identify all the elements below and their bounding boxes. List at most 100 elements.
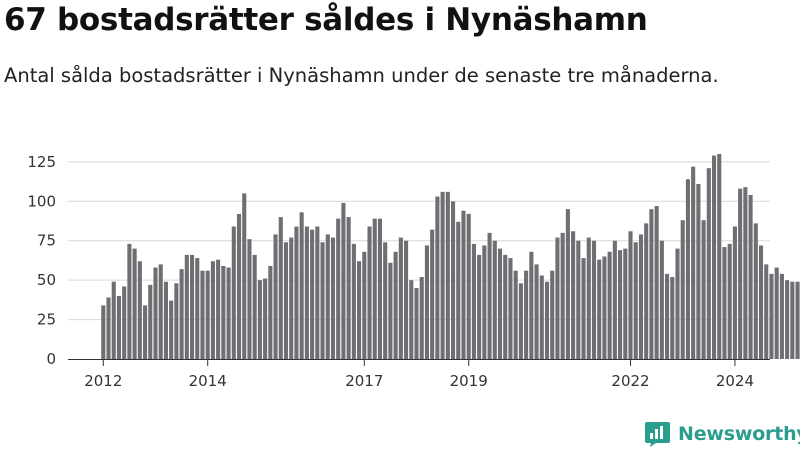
bar (722, 247, 727, 359)
bar (101, 305, 106, 359)
bar (242, 193, 247, 359)
bar (753, 223, 758, 359)
bar (430, 229, 435, 359)
bar (633, 242, 638, 359)
bar (602, 256, 607, 359)
x-tick-label: 2022 (611, 372, 649, 390)
bar (685, 179, 690, 359)
x-tick-label: 2024 (716, 372, 754, 390)
bar (513, 270, 518, 359)
bar (294, 226, 299, 359)
bar (743, 187, 748, 359)
bar (283, 242, 289, 359)
bar (659, 240, 664, 359)
bar (581, 258, 586, 359)
bar (137, 261, 142, 359)
bar (534, 264, 539, 359)
bar (706, 168, 711, 359)
bar (383, 242, 388, 359)
y-tick-label: 125 (27, 153, 56, 171)
brand-logo: Newsworthy (644, 419, 800, 449)
bar (414, 288, 419, 359)
bar (398, 237, 403, 359)
bar (612, 240, 617, 359)
bar (456, 221, 461, 359)
bar (466, 213, 471, 359)
bar (315, 226, 320, 359)
bar (508, 258, 513, 359)
bar (544, 281, 550, 359)
bar (200, 270, 205, 359)
bar (675, 248, 680, 359)
bar (565, 209, 570, 359)
bar (289, 237, 294, 359)
bar (357, 261, 362, 359)
bar (336, 218, 341, 359)
bar (591, 240, 597, 359)
bar (701, 220, 706, 359)
bar (790, 281, 795, 359)
bar (226, 267, 231, 359)
y-axis-ticks: 0 25 50 75 100 125 (27, 153, 56, 368)
bar (163, 281, 168, 359)
bar (461, 210, 466, 359)
y-tick-label: 0 (46, 350, 56, 368)
bars (101, 154, 800, 359)
bar (419, 277, 424, 359)
bar (362, 251, 367, 359)
bar (691, 166, 696, 359)
page-title: 67 bostadsrätter såldes i Nynäshamn (4, 2, 648, 38)
bar (377, 218, 383, 359)
y-tick-label: 100 (27, 192, 56, 210)
bar (471, 243, 476, 359)
bar (247, 239, 252, 359)
bar (404, 240, 409, 359)
bar (560, 232, 565, 359)
bar (221, 265, 226, 359)
bar (571, 231, 576, 359)
bar (278, 217, 283, 359)
bar (738, 188, 743, 359)
bar (477, 254, 482, 359)
bar (195, 258, 200, 359)
bar (623, 248, 628, 359)
x-tick-label: 2017 (345, 372, 383, 390)
bar (487, 232, 492, 359)
bar (116, 295, 122, 359)
bar (586, 237, 591, 359)
bar (304, 226, 309, 359)
bar (618, 250, 623, 359)
bar (492, 240, 497, 359)
bar (273, 234, 278, 359)
bar (482, 245, 487, 359)
bar (628, 231, 633, 359)
bar (670, 277, 675, 359)
bar (122, 286, 127, 359)
bar (785, 280, 790, 359)
bar (497, 248, 503, 359)
bar (257, 280, 262, 359)
bar (184, 254, 189, 359)
bar (143, 305, 148, 359)
bar (711, 155, 717, 359)
x-tick-label: 2012 (84, 372, 122, 390)
bar (445, 191, 450, 359)
bar (550, 270, 555, 359)
y-tick-label: 25 (37, 311, 56, 329)
bar (409, 280, 414, 359)
bar (263, 278, 268, 359)
bar (450, 201, 456, 359)
bar (779, 273, 784, 359)
bar (597, 259, 602, 359)
newsworthy-logo-icon (645, 421, 670, 447)
y-tick-label: 50 (37, 271, 56, 289)
bar (539, 275, 544, 359)
bar (644, 223, 649, 359)
x-tick-label: 2019 (450, 372, 488, 390)
bar (231, 226, 236, 359)
bar (518, 283, 523, 359)
x-tick-label: 2014 (189, 372, 227, 390)
bar (148, 284, 153, 359)
bar (435, 196, 440, 359)
bar (205, 270, 210, 359)
